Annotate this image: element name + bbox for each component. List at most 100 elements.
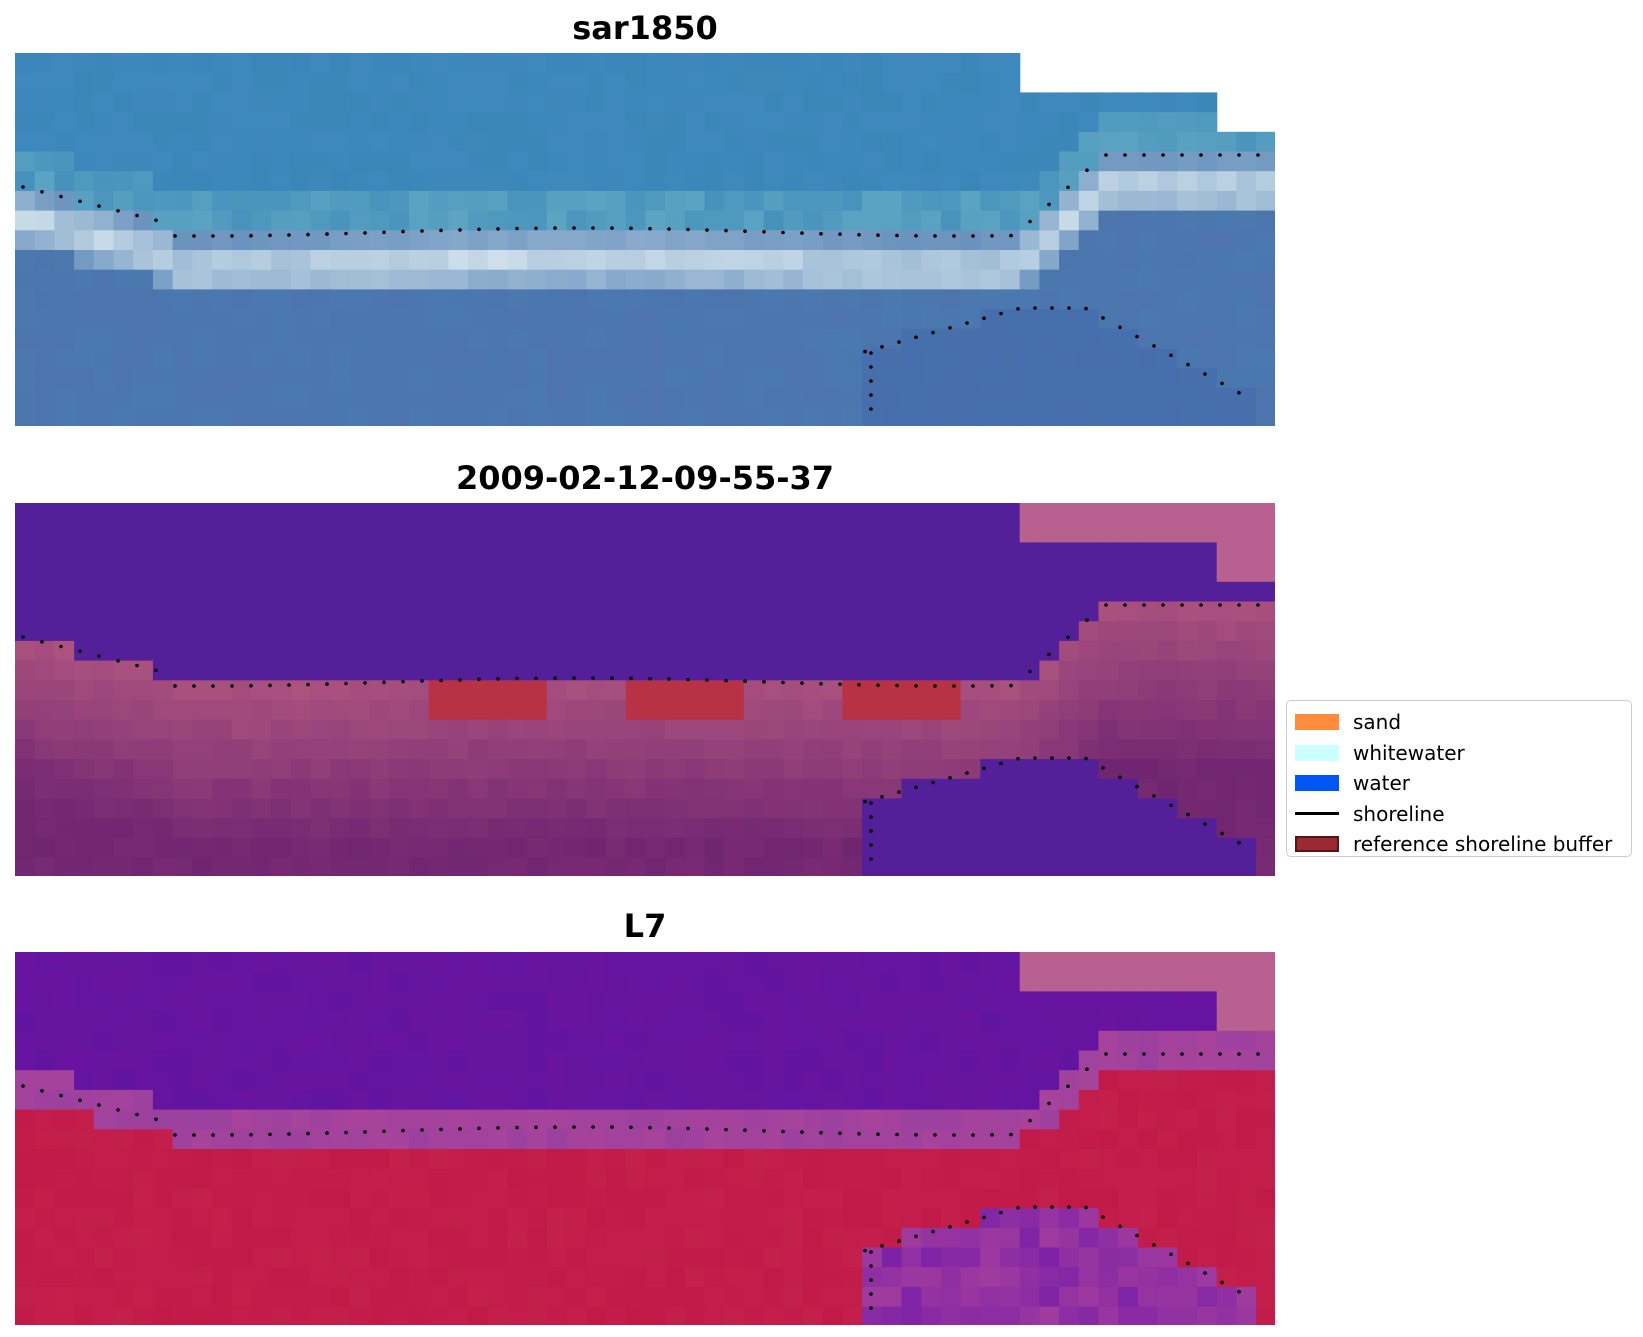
image-pixel (1256, 542, 1275, 563)
image-pixel (34, 368, 55, 389)
image-pixel (960, 1129, 981, 1150)
image-pixel (231, 1011, 252, 1032)
image-pixel (34, 640, 55, 662)
image-pixel (93, 210, 115, 231)
image-pixel (921, 1149, 942, 1170)
image-pixel (74, 72, 95, 93)
image-pixel (704, 171, 725, 192)
image-pixel (881, 328, 903, 350)
image-pixel (349, 1168, 371, 1189)
image-pixel (1000, 581, 1021, 603)
image-pixel (428, 562, 449, 583)
image-pixel (684, 1247, 706, 1268)
image-pixel (1216, 328, 1237, 350)
image-pixel (527, 1129, 548, 1150)
image-pixel (34, 837, 55, 859)
image-pixel (842, 151, 863, 172)
image-pixel (330, 522, 351, 543)
image-pixel (921, 971, 942, 992)
image-pixel (665, 1070, 686, 1091)
image-pixel (113, 1227, 134, 1249)
image-pixel (645, 230, 666, 251)
image-pixel (1039, 837, 1060, 859)
image-pixel (665, 991, 686, 1012)
image-pixel (1216, 1030, 1237, 1052)
image-pixel (409, 798, 430, 819)
image-pixel (487, 230, 509, 251)
image-pixel (1118, 1188, 1139, 1209)
image-pixel (1256, 522, 1275, 543)
image-pixel (783, 542, 804, 563)
image-pixel (704, 151, 725, 172)
image-pixel (625, 210, 646, 231)
image-pixel (1000, 700, 1021, 721)
image-pixel (15, 1129, 36, 1150)
image-pixel (980, 542, 1001, 563)
image-pixel (448, 210, 469, 231)
image-pixel (349, 1306, 371, 1325)
image-pixel (1039, 680, 1060, 701)
image-pixel (881, 640, 903, 662)
image-pixel (921, 407, 942, 426)
image-pixel (704, 778, 725, 800)
image-pixel (1216, 857, 1237, 876)
image-pixel (34, 348, 55, 369)
image-pixel (1098, 581, 1119, 603)
image-pixel (1137, 1208, 1159, 1229)
image-pixel (74, 368, 95, 389)
image-pixel (113, 818, 134, 839)
image-pixel (1177, 1188, 1198, 1209)
image-pixel (468, 72, 489, 93)
image-pixel (980, 818, 1001, 839)
image-pixel (901, 250, 922, 271)
image-pixel (15, 778, 36, 800)
image-pixel (1197, 387, 1218, 409)
image-pixel (133, 503, 154, 524)
image-pixel (93, 522, 115, 543)
image-pixel (625, 818, 646, 839)
image-pixel (369, 368, 390, 389)
image-pixel (1137, 269, 1159, 290)
image-pixel (921, 857, 942, 876)
image-pixel (1118, 640, 1139, 662)
image-pixel (290, 1208, 312, 1229)
image-pixel (1197, 131, 1218, 153)
image-pixel (606, 621, 627, 642)
image-pixel (960, 798, 981, 819)
image-pixel (803, 1168, 824, 1189)
image-pixel (743, 1030, 765, 1052)
image-pixel (684, 1011, 706, 1032)
image-pixel (527, 660, 548, 681)
image-pixel (1137, 171, 1159, 192)
image-pixel (231, 1089, 252, 1111)
image-pixel (1019, 700, 1040, 721)
image-pixel (409, 151, 430, 172)
image-pixel (74, 1030, 95, 1052)
image-pixel (901, 680, 922, 701)
image-pixel (369, 269, 390, 290)
image-pixel (1197, 368, 1218, 389)
image-pixel (822, 407, 843, 426)
image-pixel (1256, 171, 1275, 192)
image-pixel (1118, 798, 1139, 819)
image-pixel (54, 112, 75, 133)
image-pixel (409, 348, 430, 369)
image-pixel (803, 250, 824, 271)
image-pixel (231, 719, 252, 740)
image-pixel (960, 680, 981, 701)
image-pixel (901, 739, 922, 760)
image-pixel (1019, 1089, 1040, 1111)
image-pixel (251, 503, 272, 524)
image-pixel (842, 857, 863, 876)
image-pixel (310, 581, 331, 603)
image-pixel (369, 680, 390, 701)
image-pixel (310, 1050, 331, 1071)
image-pixel (113, 171, 134, 192)
image-pixel (684, 289, 706, 310)
image-pixel (172, 857, 193, 876)
image-pixel (665, 542, 686, 563)
image-pixel (606, 798, 627, 819)
image-pixel (271, 151, 292, 172)
image-pixel (251, 798, 272, 819)
image-pixel (251, 1030, 272, 1052)
